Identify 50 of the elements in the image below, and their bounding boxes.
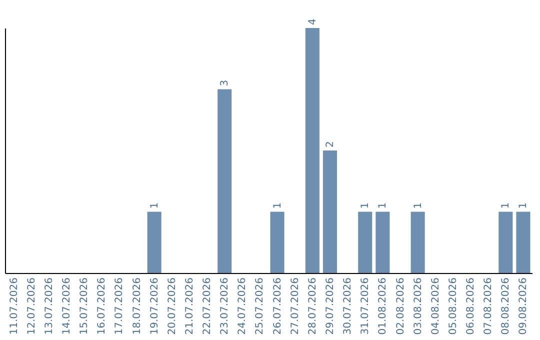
data-label: 4	[307, 18, 318, 25]
x-tick-label: 29.07.2026	[324, 278, 336, 335]
x-tick-label: 03.08.2026	[412, 278, 424, 335]
x-tick-label: 13.07.2026	[44, 278, 55, 335]
x-tick-label: 04.08.2026	[430, 278, 442, 335]
x-tick-label: 06.08.2026	[466, 278, 477, 335]
x-tick-label: 08.08.2026	[500, 278, 512, 335]
x-tick-label: 30.07.2026	[342, 278, 354, 335]
x-tick-label: 11.07.2026	[8, 278, 20, 335]
x-tick-label: 28.07.2026	[307, 278, 318, 335]
x-tick-label: 19.07.2026	[149, 278, 160, 335]
x-tick-label: 16.07.2026	[96, 278, 108, 335]
x-tick-label: 17.07.2026	[114, 278, 126, 335]
data-label: 3	[220, 80, 231, 86]
bar	[358, 212, 372, 273]
bar	[410, 212, 425, 273]
bar	[516, 212, 530, 273]
x-tick-label: 14.07.2026	[61, 278, 72, 335]
data-label: 1	[360, 202, 372, 209]
bar	[147, 212, 162, 273]
x-tick-label: 02.08.2026	[395, 278, 406, 335]
x-tick-label: 18.07.2026	[132, 278, 143, 335]
bar	[218, 89, 232, 273]
x-tick-label: 05.08.2026	[448, 278, 459, 335]
x-tick-label: 21.07.2026	[184, 278, 196, 335]
data-label: 1	[412, 202, 424, 209]
data-label: 1	[500, 202, 512, 209]
bar	[270, 212, 284, 273]
x-tick-label: 25.07.2026	[254, 278, 266, 335]
x-tick-label: 09.08.2026	[518, 278, 530, 335]
bar	[498, 212, 513, 273]
x-tick-label: 31.07.2026	[360, 278, 372, 335]
data-label: 1	[518, 202, 530, 209]
bar	[376, 212, 390, 273]
data-label: 1	[149, 202, 160, 209]
x-tick-label: 24.07.2026	[237, 278, 248, 335]
x-tick-label: 12.07.2026	[26, 278, 38, 335]
x-tick-label: 07.08.2026	[483, 278, 494, 335]
x-tick-label: 01.08.2026	[378, 278, 389, 335]
data-label: 2	[324, 141, 336, 148]
bar	[322, 150, 338, 273]
x-tick-label: 27.07.2026	[290, 278, 301, 335]
data-label: 1	[378, 202, 389, 209]
x-tick-label: 15.07.2026	[79, 278, 90, 335]
x-tick-label: 22.07.2026	[202, 278, 214, 335]
x-tick-label: 20.07.2026	[166, 278, 178, 335]
bar	[305, 28, 320, 273]
x-tick-label: 23.07.2026	[220, 278, 231, 335]
x-tick-label: 26.07.2026	[272, 278, 284, 335]
data-label: 1	[272, 202, 284, 209]
